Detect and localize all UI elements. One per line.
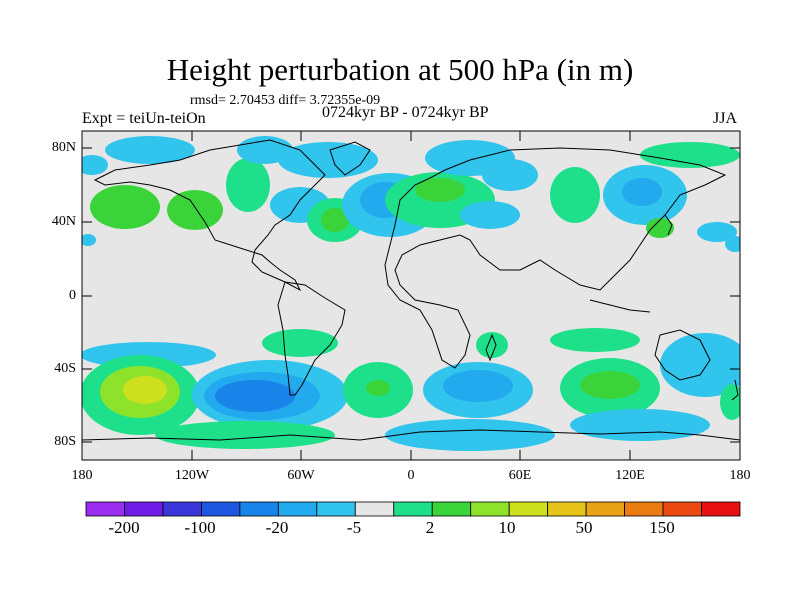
contour-region	[82, 155, 108, 175]
contour-region	[385, 419, 555, 451]
coast-japan	[664, 214, 673, 236]
contour-region	[550, 167, 600, 223]
contour-region	[660, 333, 740, 397]
colorbar-label: -100	[184, 518, 216, 537]
contour-region	[580, 371, 640, 399]
colorbar-label: 2	[425, 518, 435, 537]
colorbar-label: -5	[346, 518, 362, 537]
lat-label-40s: 40S	[54, 361, 76, 376]
lon-label-0: 0	[407, 468, 415, 483]
coast-antarctica	[82, 429, 740, 441]
contour-region	[415, 178, 465, 202]
contour-region	[215, 380, 295, 412]
contour-fills	[82, 136, 740, 451]
contour-region	[697, 222, 737, 242]
coast-north-america	[93, 139, 326, 292]
coast-south-america	[277, 281, 346, 396]
period-label: 0724kyr BP - 0724kyr BP	[322, 104, 489, 121]
colorbar	[85, 501, 741, 517]
lon-label-60w: 60W	[287, 468, 315, 483]
figure-title: Height perturbation at 500 hPa (in m)	[166, 52, 634, 87]
contour-region	[443, 370, 513, 402]
colorbar-swatch	[162, 501, 202, 517]
lon-label-60e: 60E	[508, 468, 532, 483]
contour-region	[155, 421, 335, 449]
coast-new-zealand	[731, 379, 739, 401]
lat-label-40n: 40N	[51, 214, 76, 229]
colorbar-label: -200	[108, 518, 140, 537]
lat-label-0: 0	[69, 288, 76, 303]
contour-region	[720, 384, 740, 420]
contour-region	[725, 236, 740, 252]
colorbar-swatch	[585, 501, 625, 517]
contour-region	[550, 328, 640, 352]
colorbar-swatch	[239, 501, 279, 517]
lat-label-80s: 80S	[54, 434, 76, 449]
contour-region	[262, 329, 338, 357]
lon-label-180e: 180	[729, 468, 751, 483]
contour-region	[226, 158, 270, 212]
contour-region	[622, 178, 662, 206]
colorbar-swatch	[277, 501, 318, 517]
colorbar-swatch	[547, 501, 587, 517]
contour-region	[82, 234, 96, 246]
contour-region	[105, 136, 195, 164]
colorbar-label: 10	[498, 518, 516, 537]
colorbar-swatch	[508, 501, 549, 517]
coast-australia	[654, 329, 711, 381]
colorbar-label: 50	[575, 518, 593, 537]
map-panel	[81, 130, 741, 461]
coast-indonesia	[589, 299, 651, 313]
contour-region	[90, 185, 160, 229]
colorbar-label: -20	[265, 518, 289, 537]
lat-label-80n: 80N	[51, 140, 76, 155]
coast-madagascar	[485, 333, 497, 362]
contour-region	[646, 218, 674, 238]
coastlines	[82, 139, 740, 441]
colorbar-swatch	[124, 501, 164, 517]
colorbar-swatch	[624, 501, 664, 517]
contour-region	[570, 409, 710, 441]
contour-region	[476, 332, 508, 358]
contour-region	[123, 376, 167, 404]
contour-region	[366, 380, 390, 396]
colorbar-swatch	[701, 501, 741, 517]
lon-label-120e: 120E	[615, 468, 645, 483]
contour-region	[278, 142, 378, 178]
colorbar-swatch	[470, 501, 510, 517]
stats-label: rmsd= 2.70453 diff= 3.72355e-09	[190, 93, 381, 108]
colorbar-swatch	[662, 501, 702, 517]
colorbar-swatch	[431, 501, 472, 517]
season-label: JJA	[713, 110, 738, 127]
colorbar-swatch	[354, 501, 395, 517]
colorbar-label: 150	[649, 518, 675, 537]
coast-greenland	[329, 141, 371, 176]
lon-label-120w: 120W	[174, 468, 210, 483]
contour-region	[640, 142, 740, 168]
colorbar-swatch	[316, 501, 356, 517]
coast-eurasia-africa	[384, 147, 727, 369]
colorbar-swatch	[201, 501, 241, 517]
contour-region	[167, 190, 223, 230]
colorbar-swatch	[393, 501, 433, 517]
lon-label-180w: 180	[71, 468, 93, 483]
colorbar-swatch	[85, 501, 125, 517]
axis-ticks	[81, 131, 741, 460]
experiment-label: Expt = teiUn-teiOn	[82, 110, 206, 127]
contour-region	[460, 201, 520, 229]
contour-region	[321, 208, 349, 232]
contour-region	[482, 159, 538, 191]
